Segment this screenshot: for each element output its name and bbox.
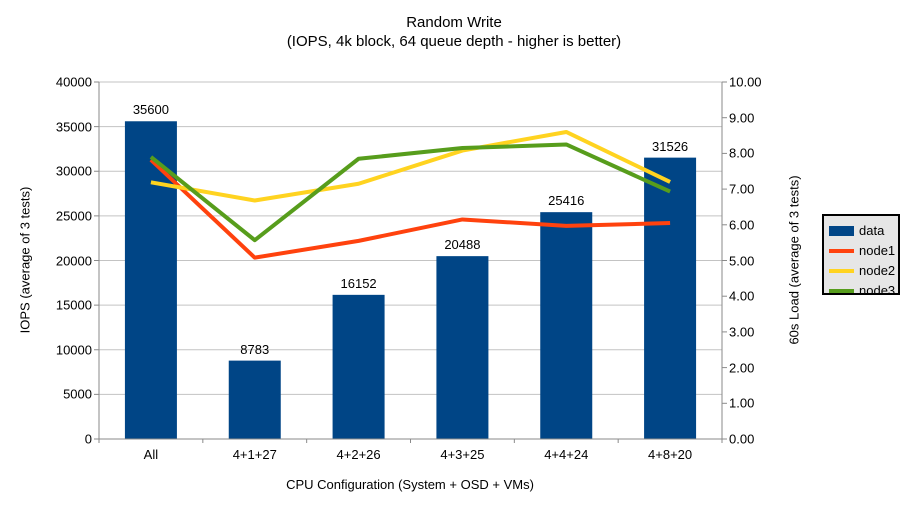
bar-4+8+20 xyxy=(644,157,697,440)
legend-line-swatch xyxy=(829,249,854,253)
left-axis-tick-label: 10000 xyxy=(55,342,92,358)
bar-4+3+25 xyxy=(436,256,489,439)
right-axis-title: 60s Load (average of 3 tests) xyxy=(786,175,802,345)
right-axis-tick-label: 5.00 xyxy=(729,253,755,268)
right-axis-tick-label: 1.00 xyxy=(729,395,755,411)
line-node2 xyxy=(150,129,671,203)
line-node3 xyxy=(149,142,671,243)
chart-title: Random Write xyxy=(406,14,502,31)
bar-4+4+24 xyxy=(540,212,593,439)
bar-value-label: 31526 xyxy=(652,138,689,154)
bar-4+1+27 xyxy=(228,360,281,439)
right-axis-tick-label: 6.00 xyxy=(729,217,755,233)
x-axis-category-label: 4+1+27 xyxy=(232,447,277,462)
legend-label: node1 xyxy=(859,243,896,258)
right-axis-tick-label: 7.00 xyxy=(729,181,755,197)
right-axis-tick-label: 4.00 xyxy=(729,288,755,304)
bar-value-label: 35600 xyxy=(132,102,169,118)
left-axis-title: IOPS (average of 3 tests) xyxy=(17,186,33,334)
chart-subtitle: (IOPS, 4k block, 64 queue depth - higher… xyxy=(286,33,622,50)
legend: data node1 node2 node3 xyxy=(822,214,900,298)
legend-line-swatch xyxy=(829,269,854,273)
legend-line-swatch xyxy=(829,289,854,293)
left-axis-tick-label: 5000 xyxy=(63,386,92,402)
x-axis-category-label: All xyxy=(143,447,159,462)
legend-item-data: data xyxy=(829,221,898,241)
right-axis-tick-label: 9.00 xyxy=(729,110,755,126)
bar-value-label: 20488 xyxy=(444,237,481,253)
left-axis-tick-label: 0 xyxy=(84,431,92,447)
x-axis-category-label: 4+8+20 xyxy=(648,447,693,462)
legend-item-node2: node2 xyxy=(829,261,898,281)
x-axis-category-label: 4+4+24 xyxy=(544,447,589,462)
left-axis-tick-label: 30000 xyxy=(55,163,92,179)
right-axis-tick-label: 0.00 xyxy=(729,431,755,447)
left-axis-tick-label: 15000 xyxy=(55,297,92,313)
right-axis-tick-label: 8.00 xyxy=(729,145,755,161)
bar-value-label: 8783 xyxy=(240,341,270,357)
legend-box-swatch xyxy=(829,226,854,236)
right-axis-tick-label: 3.00 xyxy=(729,324,755,340)
bar-value-label: 16152 xyxy=(340,275,377,291)
bar-4+2+26 xyxy=(332,294,385,439)
x-axis-title: CPU Configuration (System + OSD + VMs) xyxy=(286,477,534,492)
left-axis-tick-label: 35000 xyxy=(55,119,92,135)
x-axis-category-label: 4+3+25 xyxy=(440,447,485,462)
x-axis-category-label: 4+2+26 xyxy=(336,447,381,462)
legend-label: node2 xyxy=(859,263,896,278)
right-axis-tick-label: 2.00 xyxy=(729,360,755,376)
legend-item-node3: node3 xyxy=(829,281,898,301)
bar-All xyxy=(124,121,177,440)
legend-item-node1: node1 xyxy=(829,241,898,261)
left-axis-tick-label: 20000 xyxy=(55,253,92,268)
right-axis-tick-label: 10.00 xyxy=(729,74,762,90)
left-axis-tick-label: 40000 xyxy=(55,74,92,90)
line-node1 xyxy=(149,158,671,260)
left-axis-tick-label: 25000 xyxy=(55,208,92,224)
bar-value-label: 25416 xyxy=(548,193,585,209)
legend-label: data xyxy=(859,223,885,238)
chart-title-block: Random Write (IOPS, 4k block, 64 queue d… xyxy=(0,13,908,51)
legend-label: node3 xyxy=(859,283,896,298)
